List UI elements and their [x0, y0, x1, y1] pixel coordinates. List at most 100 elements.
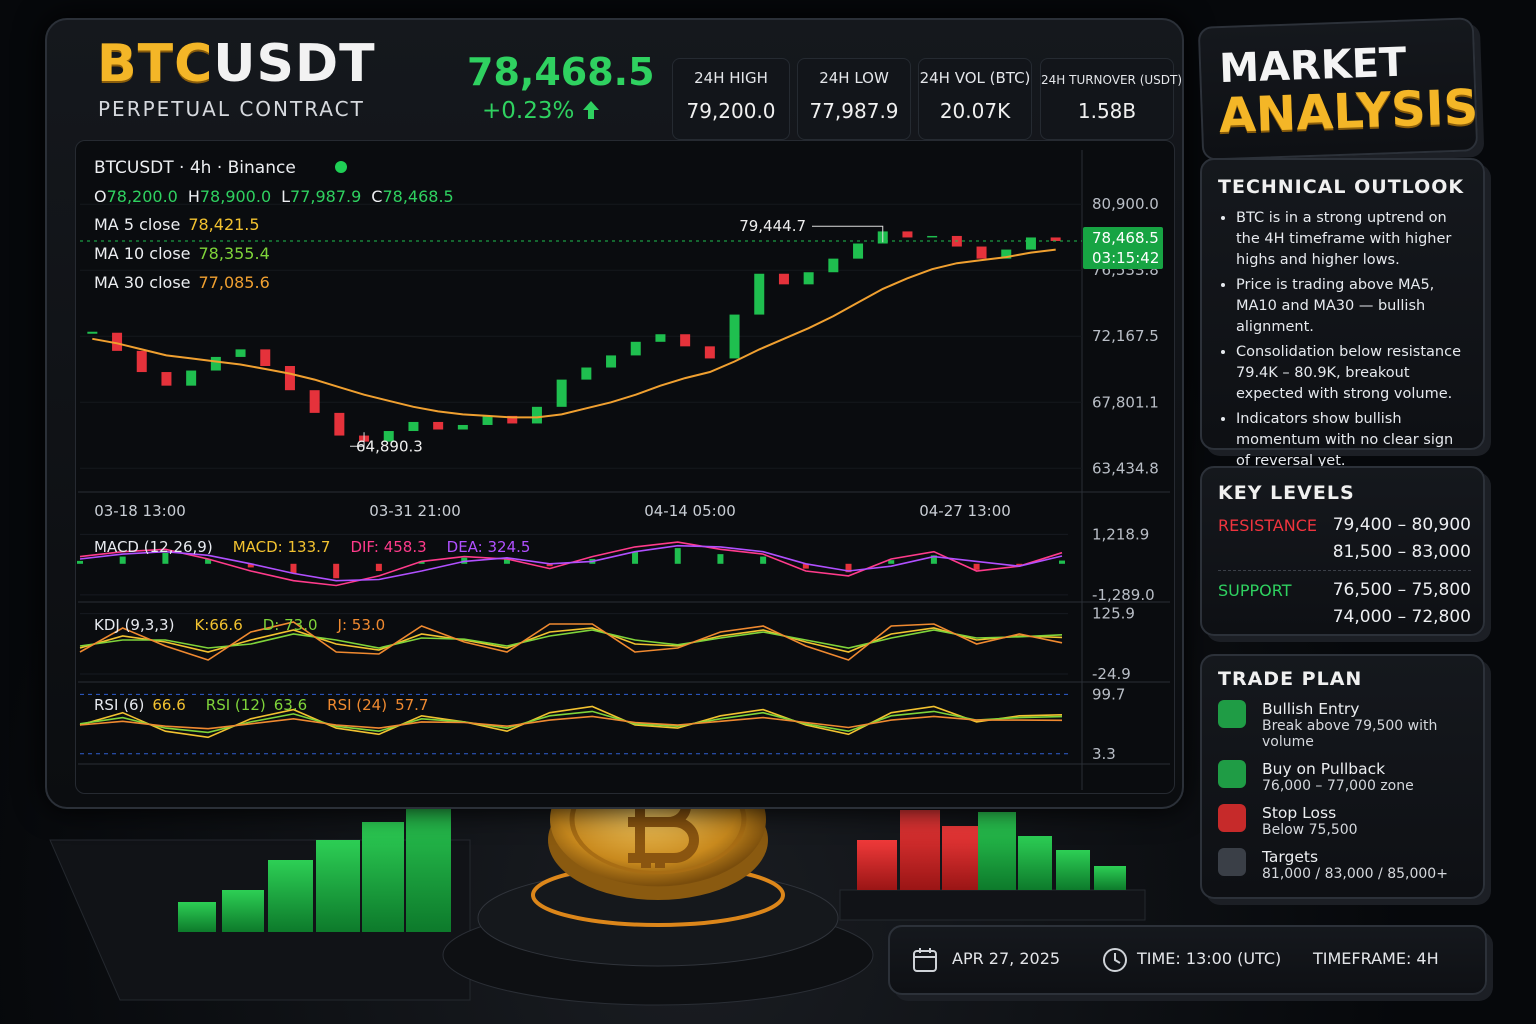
- candle: [531, 406, 542, 424]
- stat-box: 24H VOL (BTC) 20.07K: [918, 58, 1032, 140]
- candle: [754, 273, 765, 315]
- histogram-bar: [930, 555, 937, 564]
- candle: [581, 367, 592, 380]
- ma-value: 77,085.6: [199, 273, 270, 292]
- symbol: BTCUSDT: [97, 34, 376, 94]
- legend-value: 63.6: [274, 696, 307, 714]
- y-tick-label: 1,218.9: [1092, 525, 1149, 543]
- candle: [136, 350, 147, 373]
- ma-line: [92, 248, 1056, 419]
- indicator-label: KDJ (9,3,3): [94, 616, 174, 634]
- legend-name: K:66.6: [194, 616, 242, 634]
- ohlc-value: 77,987.9: [290, 187, 361, 206]
- x-tick-label: 04-14 05:00: [644, 502, 736, 520]
- ohlc-name: L: [281, 187, 290, 206]
- candle: [803, 272, 814, 285]
- ohlc-name: H: [188, 187, 200, 206]
- ohlc-value: 78,468.5: [382, 187, 453, 206]
- histogram-bar: [674, 548, 681, 564]
- ohlc-name: C: [371, 187, 382, 206]
- stat-label: 24H TURNOVER (USDT): [1041, 73, 1183, 87]
- candle: [976, 246, 987, 259]
- candle: [408, 421, 419, 432]
- histogram-bar: [546, 563, 553, 567]
- ohlc-name: O: [94, 187, 107, 206]
- candle: [704, 346, 715, 359]
- histogram-bar: [77, 560, 83, 564]
- item-title: Stop Loss: [1262, 804, 1337, 822]
- green-bars: [178, 792, 451, 932]
- ma-legend: MA 5 close 78,421.5: [94, 215, 260, 234]
- ohlc-line: O78,200.0 H78,900.0 L77,987.9 C78,468.5: [94, 187, 454, 206]
- support-label: SUPPORT: [1218, 581, 1292, 600]
- support-levels: 76,500 – 75,800 74,000 – 72,800: [1333, 577, 1471, 631]
- item-icon: [1218, 760, 1246, 788]
- histogram-bar: [1016, 563, 1023, 567]
- legend-name: RSI (12): [206, 696, 266, 714]
- histogram-bar: [247, 563, 254, 568]
- item-text: Buy on Pullback 76,000 – 77,000 zone: [1262, 760, 1414, 794]
- candle: [1025, 237, 1036, 250]
- footer-timeframe: TIMEFRAME: 4H: [1313, 949, 1439, 968]
- stat-box: 24H LOW 77,987.9: [797, 58, 911, 140]
- stat-label: 24H HIGH: [694, 69, 768, 87]
- candle: [853, 243, 864, 259]
- candle: [210, 356, 221, 371]
- item-detail: Break above 79,500 with volume: [1262, 718, 1438, 750]
- last-price-time: 03:15:42: [1092, 249, 1159, 267]
- indicator-line: [79, 544, 1063, 582]
- chart-panel: [75, 140, 1175, 794]
- legend-name: DIF: 458.3: [350, 538, 426, 556]
- price-change: +0.23%: [482, 98, 600, 124]
- candle: [433, 421, 444, 430]
- y-tick-label: -1,289.0: [1092, 586, 1155, 604]
- candle: [507, 415, 518, 424]
- indicator-line: [79, 710, 1063, 734]
- candle: [556, 379, 567, 407]
- level: 74,000 – 72,800: [1332, 607, 1471, 627]
- change-text: +0.23%: [482, 98, 575, 124]
- up-arrow: [582, 101, 599, 119]
- histogram-bar: [418, 561, 425, 564]
- resistance-label: RESISTANCE: [1218, 516, 1317, 535]
- trade-plan-list: Bullish Entry Break above 79,500 with vol…: [1218, 700, 1473, 882]
- stat-value: 77,987.9: [809, 99, 899, 123]
- legend-name: DEA: 324.5: [447, 538, 531, 556]
- ma-legend: MA 30 close 77,085.6: [94, 273, 270, 292]
- histogram-bar: [375, 563, 382, 572]
- histogram-bar: [205, 558, 212, 564]
- last-price-tag: [1083, 226, 1163, 269]
- card-title: TRADE PLAN: [1218, 668, 1363, 690]
- candle: [112, 332, 123, 351]
- candle: [655, 334, 666, 342]
- card-title: TECHNICAL OUTLOOK: [1218, 176, 1465, 198]
- stat-label: 24H VOL (BTC): [919, 69, 1031, 87]
- histogram-bar: [632, 551, 639, 564]
- y-tick-label: 67,801.1: [1092, 393, 1159, 411]
- x-tick-label: 03-18 13:00: [94, 502, 186, 520]
- ma-value: 78,355.4: [199, 244, 270, 263]
- candle: [186, 370, 197, 386]
- legend-name: D: 73.0: [263, 616, 318, 634]
- legend-name: RSI (24): [327, 696, 387, 714]
- bullet: BTC is in a strong uptrend on the 4H tim…: [1236, 208, 1467, 271]
- histogram-bar: [760, 556, 767, 564]
- y-tick-label: 80,900.0: [1092, 195, 1159, 213]
- candle: [630, 341, 641, 356]
- clock-icon: [1103, 948, 1127, 972]
- footer-date: APR 27, 2025: [952, 949, 1061, 968]
- trade-plan-card: TRADE PLAN Bullish Entry Break above 79,5…: [1200, 654, 1485, 899]
- y-tick-label: 72,167.5: [1092, 327, 1159, 345]
- candle: [284, 366, 295, 391]
- card-title: KEY LEVELS: [1218, 482, 1355, 504]
- mixed-bars: [857, 810, 1126, 890]
- ma-name: MA 30 close: [94, 273, 191, 292]
- stat-value: 79,200.0: [686, 99, 776, 123]
- trade-plan-item: Buy on Pullback 76,000 – 77,000 zone: [1218, 760, 1473, 794]
- item-detail: 76,000 – 77,000 zone: [1262, 778, 1414, 794]
- last-price-label: 78,468.5: [1092, 229, 1159, 247]
- candle: [1001, 249, 1012, 259]
- trade-plan-item: Bullish Entry Break above 79,500 with vol…: [1218, 700, 1473, 750]
